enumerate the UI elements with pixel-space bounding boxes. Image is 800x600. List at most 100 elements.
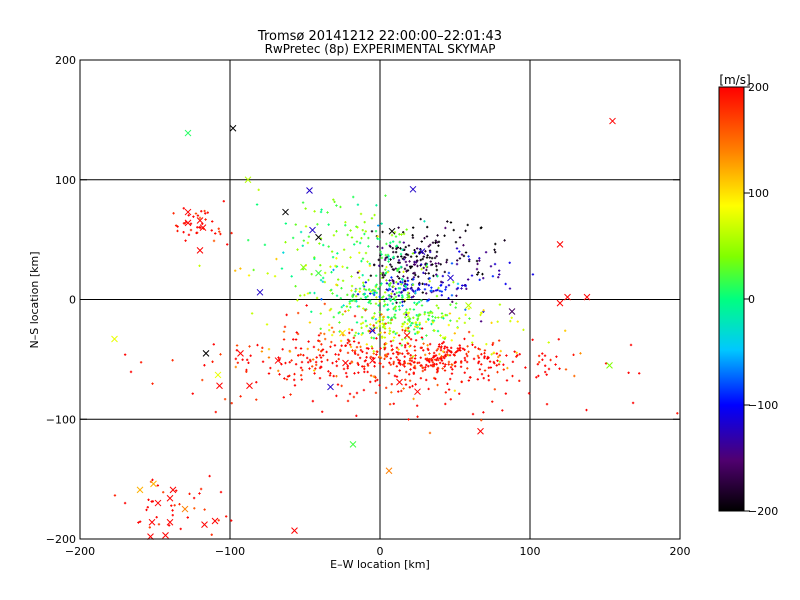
data-point [411, 236, 415, 239]
data-point [248, 345, 251, 348]
data-point [401, 304, 404, 307]
data-point [369, 323, 372, 326]
data-point [395, 301, 398, 304]
data-point [377, 258, 380, 262]
data-point [384, 268, 387, 271]
data-point [449, 319, 452, 322]
data-point [416, 415, 419, 418]
data-point [476, 378, 480, 381]
data-point [374, 229, 378, 233]
data-point [352, 195, 355, 199]
data-point [234, 357, 238, 361]
data-point [475, 267, 479, 271]
data-point [478, 278, 481, 282]
data-point [151, 478, 154, 482]
cross-marker [148, 518, 156, 526]
data-point [303, 293, 306, 297]
data-point [414, 291, 417, 295]
data-point [444, 313, 447, 317]
data-point [436, 347, 440, 351]
data-point [278, 373, 281, 376]
data-point [477, 361, 480, 365]
data-point [456, 349, 460, 352]
data-point [438, 289, 442, 293]
cross-marker [385, 467, 393, 475]
data-point [420, 364, 423, 367]
data-point [476, 354, 480, 358]
data-point [494, 250, 497, 254]
data-point [338, 321, 341, 324]
data-point [420, 346, 424, 350]
data-point [495, 364, 498, 367]
data-point [438, 343, 441, 346]
data-point [399, 265, 403, 269]
data-point [138, 520, 142, 523]
data-point [375, 296, 378, 299]
data-point [381, 246, 384, 250]
data-point [406, 291, 410, 294]
data-point [260, 350, 264, 353]
data-point [468, 317, 471, 320]
data-point [447, 360, 451, 364]
cross-marker [181, 505, 189, 513]
data-point [203, 508, 206, 511]
data-point [401, 281, 404, 284]
data-point [538, 360, 541, 364]
data-point [333, 200, 336, 204]
data-point [415, 255, 418, 258]
data-point [386, 303, 389, 307]
data-point [378, 295, 381, 299]
data-point [419, 263, 423, 266]
data-point [150, 500, 153, 503]
data-point [491, 275, 495, 278]
data-point [398, 277, 401, 280]
data-point [554, 363, 557, 366]
data-point [291, 236, 295, 240]
data-point [191, 392, 194, 395]
data-point [354, 290, 357, 293]
data-point [392, 281, 395, 285]
data-point [332, 234, 336, 237]
data-point [157, 523, 161, 526]
data-point [511, 360, 515, 364]
data-point [449, 303, 452, 306]
data-point [428, 431, 432, 435]
data-point [299, 366, 303, 369]
data-point [415, 313, 418, 317]
data-point [395, 375, 399, 378]
data-point [172, 212, 175, 215]
data-point [361, 228, 364, 232]
data-point [444, 402, 447, 406]
data-point [383, 331, 387, 334]
data-point [443, 337, 446, 340]
data-point [282, 251, 285, 254]
data-point [283, 325, 287, 329]
data-point [398, 291, 401, 294]
data-point [397, 334, 401, 337]
data-point [397, 226, 400, 229]
data-point [350, 328, 354, 332]
data-point [398, 301, 402, 304]
data-point [402, 270, 405, 274]
data-point [367, 236, 370, 240]
data-point [427, 359, 431, 363]
data-point [409, 357, 412, 360]
data-point [536, 363, 540, 366]
data-point [193, 507, 196, 510]
data-point [385, 279, 388, 282]
data-point [412, 397, 415, 401]
data-point [319, 264, 322, 267]
data-point [413, 349, 417, 352]
data-point [466, 345, 469, 348]
data-point [435, 255, 438, 258]
data-point [386, 352, 390, 356]
data-point [422, 349, 425, 352]
data-point [430, 358, 434, 361]
data-point [265, 323, 269, 326]
data-point [403, 300, 406, 303]
data-point [422, 266, 425, 270]
cross-marker [327, 383, 334, 391]
data-point [161, 491, 165, 494]
data-point [340, 286, 343, 290]
data-point [188, 492, 191, 496]
